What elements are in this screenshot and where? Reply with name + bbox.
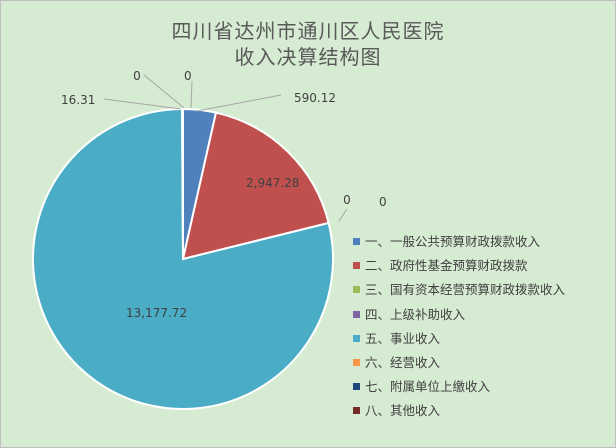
legend-label: 三、国有资本经营预算财政拨款收入 (365, 282, 566, 298)
legend-item-3: 三、国有资本经营预算财政拨款收入 (353, 281, 615, 305)
slice-2 (181, 111, 330, 261)
slice-4-data-label: 0 (379, 195, 387, 209)
legend-label: 一、一般公共预算财政拨款收入 (365, 234, 541, 249)
slice-6-leader-line (190, 80, 193, 109)
legend-swatch (353, 238, 360, 245)
legend-label: 八、其他收入 (365, 403, 441, 419)
legend-item-8: 八、其他收入 (353, 402, 615, 426)
chart-legend: 一、一般公共预算财政拨款收入 二、政府性基金预算财政拨款三、国有资本经营预算财政拨… (353, 233, 615, 427)
slice-5-data-label: 13,177.72 (126, 306, 187, 320)
legend-item-6: 六、经营收入 (353, 354, 615, 378)
legend-item-4: 四、上级补助收入 (353, 306, 615, 330)
legend-item-5: 五、事业收入 (353, 330, 615, 354)
slice-2-data-label: 2,947.28 (246, 176, 299, 190)
slice-6-data-label: 0 (184, 69, 192, 83)
legend-swatch (353, 334, 360, 342)
legend-item-2: 二、政府性基金预算财政拨款 (353, 257, 615, 281)
legend-label: 二、政府性基金预算财政拨款 (365, 258, 528, 274)
slice-7 (181, 107, 184, 260)
legend-swatch (353, 383, 360, 391)
legend-label: 五、事业收入 (365, 330, 441, 346)
chart-title-line-2: 收入决算结构图 (234, 45, 382, 69)
slice-3-leader-line (338, 208, 348, 222)
slice-7-data-label: 16.31 (61, 93, 95, 107)
legend-swatch (353, 286, 360, 294)
legend-item-1: 一、一般公共预算财政拨款收入 (353, 233, 615, 257)
legend-swatch (353, 407, 360, 415)
slice-8-data-label: 0 (133, 69, 141, 83)
slice-1-data-label: 590.12 (294, 91, 336, 105)
legend-item-7: 七、附属单位上缴收入 (353, 378, 615, 402)
chart-title-line-1: 四川省达州市通川区人民医院 (171, 19, 445, 43)
legend-label: 七、附属单位上缴收入 (365, 379, 491, 395)
legend-label: 四、上级补助收入 (365, 306, 466, 322)
legend-swatch (353, 358, 360, 366)
legend-swatch (353, 262, 360, 270)
slice-1-leader-line (196, 94, 282, 112)
slice-3-data-label: 0 (343, 193, 351, 207)
slice-7-leader-line (103, 98, 182, 110)
legend-label: 六、经营收入 (365, 354, 441, 370)
legend-swatch (353, 310, 360, 318)
slice-8-leader-line (143, 74, 185, 109)
